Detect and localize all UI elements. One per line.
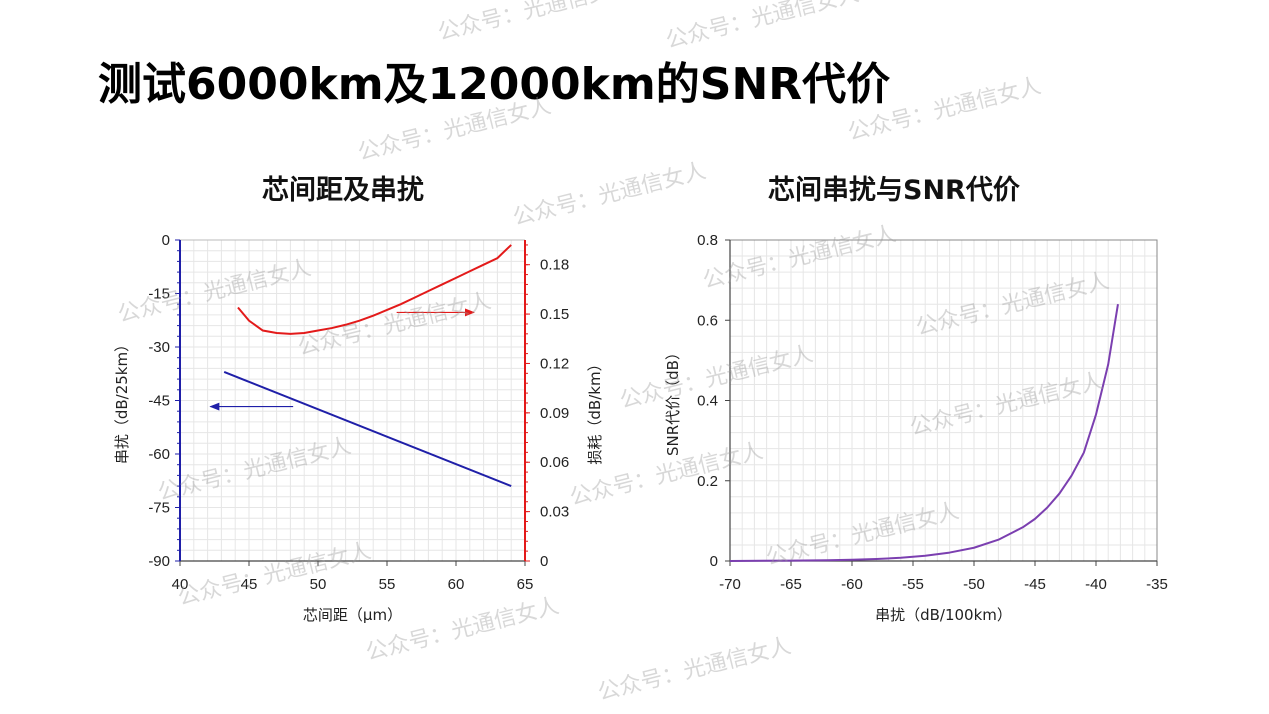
chart1-y2-tick-label: 0 bbox=[540, 553, 548, 570]
watermark-text: 公众号：光通信女人 bbox=[175, 539, 373, 611]
chart1-y2-tick-label: 0.09 bbox=[540, 405, 569, 422]
chart-title-crosstalk-snr: 芯间串扰与SNR代价 bbox=[768, 175, 1020, 206]
chart1-y2-tick-label: 0.03 bbox=[540, 504, 569, 521]
chart1-x-tick-label: 45 bbox=[241, 576, 258, 593]
chart1-y-tick-label: -90 bbox=[148, 553, 170, 570]
chart1-x-tick-label: 65 bbox=[517, 576, 534, 593]
page-title: 测试6000km及12000km的SNR代价 bbox=[98, 59, 891, 110]
chart1-y-axis-label: 串扰（dB/25km） bbox=[113, 337, 131, 464]
chart-title-spacing-crosstalk: 芯间距及串扰 bbox=[262, 175, 424, 206]
watermark-text: 公众号：光通信女人 bbox=[595, 634, 793, 706]
chart2-x-tick-label: -70 bbox=[719, 576, 741, 593]
watermark-text: 公众号：光通信女人 bbox=[355, 94, 553, 166]
watermark-text: 公众号：光通信女人 bbox=[155, 434, 353, 506]
watermark-text: 公众号：光通信女人 bbox=[845, 74, 1043, 146]
chart2-y-tick-label: 0.2 bbox=[697, 473, 718, 490]
chart1-y2-tick-label: 0.06 bbox=[540, 454, 569, 471]
chart1-x-axis-label: 芯间距（μm） bbox=[303, 606, 402, 624]
chart2-x-tick-label: -55 bbox=[902, 576, 924, 593]
watermark-text: 公众号：光通信女人 bbox=[510, 159, 708, 231]
watermark-text: 公众号：光通信女人 bbox=[435, 0, 633, 46]
chart1-x-tick-label: 50 bbox=[310, 576, 327, 593]
chart1-x-tick-label: 55 bbox=[379, 576, 396, 593]
watermark-text: 公众号：光通信女人 bbox=[913, 269, 1111, 341]
chart1-y-tick-label: -30 bbox=[148, 339, 170, 356]
chart2-x-tick-label: -35 bbox=[1146, 576, 1168, 593]
watermark-text: 公众号：光通信女人 bbox=[363, 594, 561, 666]
watermark-text: 公众号：光通信女人 bbox=[295, 289, 493, 361]
chart1-y-tick-label: -60 bbox=[148, 446, 170, 463]
chart2-x-tick-label: -65 bbox=[780, 576, 802, 593]
chart1-y-tick-label: -15 bbox=[148, 286, 170, 303]
chart1-y-tick-label: -45 bbox=[148, 393, 170, 410]
chart2-y-tick-label: 0.4 bbox=[697, 393, 718, 410]
chart1-y2-tick-label: 0.15 bbox=[540, 306, 569, 323]
chart1-x-tick-label: 60 bbox=[448, 576, 465, 593]
chart1-y2-axis-label: 损耗（dB/km） bbox=[586, 356, 604, 464]
chart2-x-tick-label: -45 bbox=[1024, 576, 1046, 593]
chart1-loss-line bbox=[237, 244, 512, 335]
watermark-text: 公众号：光通信女人 bbox=[115, 256, 313, 328]
chart1-crosstalk-line bbox=[223, 371, 512, 488]
chart2-snr-penalty-line bbox=[729, 304, 1119, 562]
chart1-y2-tick-label: 0.18 bbox=[540, 257, 569, 274]
chart2-x-tick-label: -60 bbox=[841, 576, 863, 593]
chart2-y-axis-label: SNR代价（dB） bbox=[664, 345, 682, 456]
chart2-x-axis-label: 串扰（dB/100km） bbox=[875, 606, 1012, 624]
chart2-y-tick-label: 0.8 bbox=[697, 232, 718, 249]
watermark-text: 公众号：光通信女人 bbox=[663, 0, 861, 54]
chart1-y-tick-label: -75 bbox=[148, 500, 170, 517]
chart2-y-tick-label: 0.6 bbox=[697, 312, 718, 329]
chart2-x-tick-label: -50 bbox=[963, 576, 985, 593]
chart2-y-tick-label: 0 bbox=[710, 553, 718, 570]
chart1-y2-tick-label: 0.12 bbox=[540, 355, 569, 372]
chart2-x-tick-label: -40 bbox=[1085, 576, 1107, 593]
chart1-y-tick-label: 0 bbox=[162, 232, 170, 249]
chart1-x-tick-label: 40 bbox=[172, 576, 189, 593]
